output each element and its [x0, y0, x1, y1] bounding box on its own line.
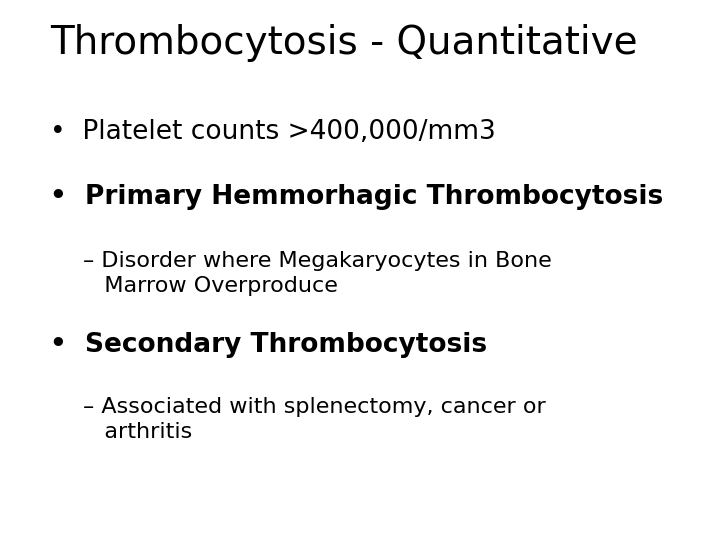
Text: •  Platelet counts >400,000/mm3: • Platelet counts >400,000/mm3 [50, 119, 496, 145]
Text: – Associated with splenectomy, cancer or
   arthritis: – Associated with splenectomy, cancer or… [83, 397, 546, 442]
Text: – Disorder where Megakaryocytes in Bone
   Marrow Overproduce: – Disorder where Megakaryocytes in Bone … [83, 251, 552, 296]
Text: Thrombocytosis - Quantitative: Thrombocytosis - Quantitative [50, 24, 638, 62]
Text: •  Primary Hemmorhagic Thrombocytosis: • Primary Hemmorhagic Thrombocytosis [50, 184, 664, 210]
Text: •  Secondary Thrombocytosis: • Secondary Thrombocytosis [50, 332, 487, 358]
